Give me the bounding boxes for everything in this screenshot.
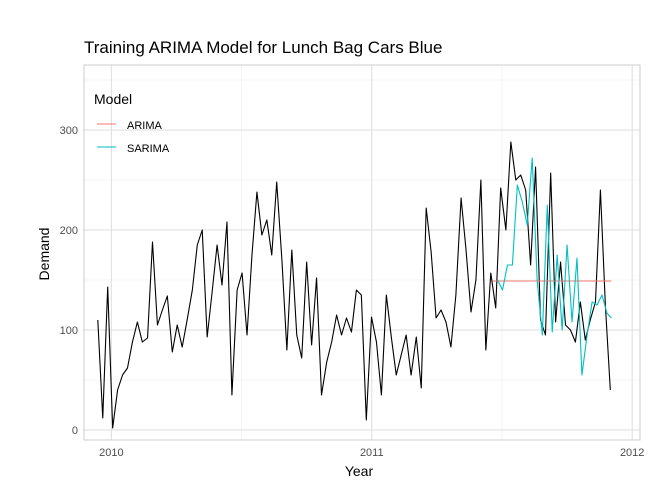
legend-label-sarima: SARIMA — [127, 143, 170, 155]
legend-title: Model — [94, 91, 132, 107]
panel-border — [83, 64, 641, 441]
plot-panel — [83, 64, 641, 441]
grid-major — [84, 65, 640, 440]
x-tick-label: 2010 — [99, 447, 123, 459]
legend-label-arima: ARIMA — [127, 120, 163, 132]
actual-demand-line — [97, 141, 611, 429]
x-tick-label: 2011 — [360, 447, 384, 459]
x-axis-ticks: 2010 2011 2012 — [99, 447, 644, 459]
y-axis-ticks: 0 100 200 300 — [60, 125, 78, 437]
legend: Model ARIMA SARIMA — [94, 91, 170, 155]
y-tick-label: 200 — [60, 225, 78, 237]
x-axis-title: Year — [345, 463, 374, 479]
grid-minor — [84, 65, 640, 440]
sarima-forecast-line — [497, 157, 612, 376]
y-axis-title: Demand — [36, 228, 52, 281]
series-layer — [97, 141, 612, 429]
y-tick-label: 300 — [60, 125, 78, 137]
chart-title: Training ARIMA Model for Lunch Bag Cars … — [84, 38, 442, 57]
x-tick-label: 2012 — [620, 447, 644, 459]
y-tick-label: 0 — [72, 425, 78, 437]
y-tick-label: 100 — [60, 325, 78, 337]
